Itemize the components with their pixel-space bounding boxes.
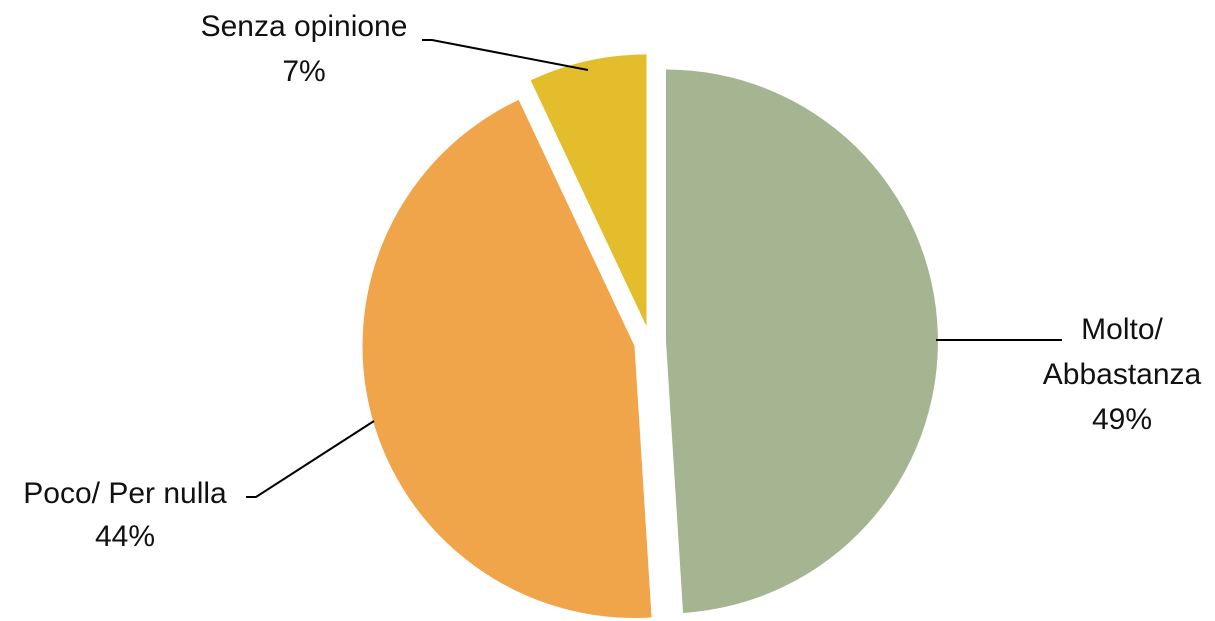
pie-slice-molto-abbastanza — [665, 69, 938, 613]
pie-slice-poco-per-nulla — [362, 99, 652, 618]
slice-label-molto-line2: Abbastanza — [1043, 358, 1202, 391]
slice-value-senza: 7% — [282, 55, 325, 88]
slice-label-senza: Senza opinione — [201, 10, 408, 43]
leader-line-poco — [246, 420, 375, 498]
pie-slices — [362, 54, 938, 618]
slice-value-poco: 44% — [95, 520, 155, 553]
slice-value-molto: 49% — [1092, 403, 1152, 436]
pie-slice-senza-opinione — [530, 54, 647, 327]
data-labels: Molto/ Abbastanza 49% Poco/ Per nulla 44… — [23, 10, 1201, 553]
leader-lines — [246, 39, 1062, 498]
slice-label-molto-line1: Molto/ — [1081, 313, 1163, 346]
slice-label-poco: Poco/ Per nulla — [23, 477, 227, 510]
leader-line-senza — [422, 39, 589, 71]
